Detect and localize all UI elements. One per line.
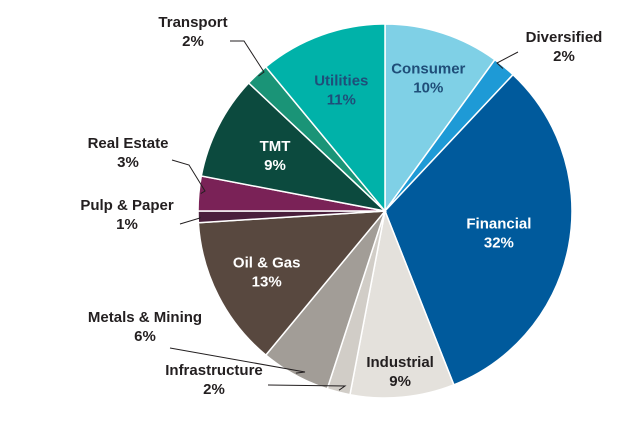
- pie-slice-oil-and-gas: [197, 210, 387, 357]
- slice-name: Diversified: [526, 29, 603, 46]
- slice-percent: 2%: [203, 381, 225, 398]
- slice-name: TMT: [260, 138, 291, 155]
- pie-slice-tmt: [200, 81, 388, 213]
- slice-name: Utilities: [314, 73, 368, 90]
- pie-slice-financial: [384, 73, 573, 386]
- slice-label-infrastructure: Infrastructure 2%: [165, 362, 263, 398]
- slice-label-oil-and-gas: Oil & Gas 13%: [233, 254, 301, 290]
- slice-percent: 2%: [182, 33, 204, 50]
- slice-percent: 2%: [553, 48, 575, 65]
- slice-label-real-estate: Real Estate 3%: [88, 135, 169, 171]
- slice-percent: 1%: [116, 216, 138, 233]
- leader-line-diversified: [496, 51, 519, 69]
- pie-slices: [197, 23, 573, 399]
- slice-percent: 32%: [484, 235, 514, 252]
- slice-percent: 6%: [134, 328, 156, 345]
- slice-name: Pulp & Paper: [80, 197, 174, 214]
- leader-line-pulp-and-paper: [179, 216, 201, 225]
- slice-percent: 9%: [264, 157, 286, 174]
- slice-percent: 9%: [389, 373, 411, 390]
- slice-percent: 11%: [327, 92, 356, 109]
- pie-slice-industrial: [349, 208, 455, 399]
- slice-name: Industrial: [366, 354, 434, 371]
- leader-line-metals-and-mining: [169, 347, 306, 374]
- slice-label-pulp-and-paper: Pulp & Paper 1%: [80, 197, 174, 233]
- slice-name: Oil & Gas: [233, 254, 301, 271]
- leader-line-transport: [230, 40, 265, 77]
- slice-name: Financial: [466, 216, 531, 233]
- slice-label-industrial: Industrial 9%: [366, 354, 434, 390]
- slice-labels: Consumer 10% Diversified 2% Financial 32% Indu…: [80, 14, 602, 398]
- slice-name: Transport: [158, 14, 227, 31]
- pie-slice-consumer: [384, 23, 496, 214]
- leader-line-infrastructure: [267, 384, 347, 391]
- pie-slice-utilities: [264, 23, 386, 214]
- slice-label-metals-and-mining: Metals & Mining 6%: [88, 309, 202, 345]
- slice-name: Consumer: [391, 61, 465, 78]
- slice-label-financial: Financial 32%: [466, 216, 531, 252]
- slice-label-diversified: Diversified 2%: [526, 29, 603, 65]
- slice-percent: 13%: [252, 273, 282, 290]
- leader-line-real-estate: [171, 159, 206, 195]
- slice-name: Infrastructure: [165, 362, 263, 379]
- slice-percent: 3%: [117, 154, 139, 171]
- slice-label-transport: Transport 2%: [158, 14, 227, 50]
- slice-label-tmt: TMT 9%: [260, 138, 291, 174]
- slice-percent: 10%: [413, 80, 443, 97]
- slice-label-consumer: Consumer 10%: [391, 61, 465, 97]
- leader-lines: [169, 40, 519, 391]
- slice-label-utilities: Utilities 11%: [314, 73, 368, 109]
- slice-name: Real Estate: [88, 135, 169, 152]
- slice-name: Metals & Mining: [88, 309, 202, 326]
